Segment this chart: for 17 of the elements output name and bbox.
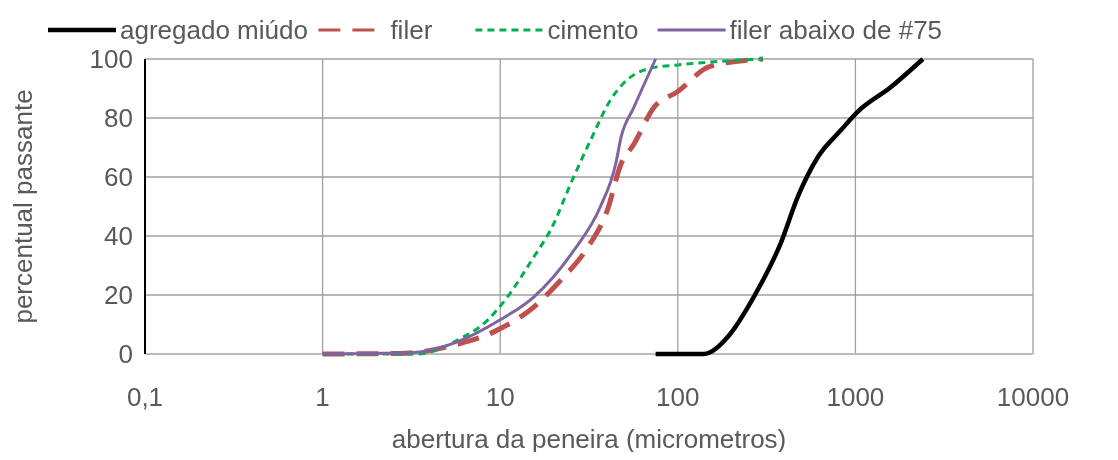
y-tick-label: 100 <box>89 44 133 75</box>
y-tick-label: 60 <box>104 162 133 193</box>
x-tick-label: 100 <box>656 382 700 412</box>
x-tick-label: 0,1 <box>126 382 164 412</box>
y-tick-label: 0 <box>118 339 133 370</box>
legend-label: agregado miúdo <box>120 15 308 45</box>
x-tick-label: 10 <box>485 382 515 412</box>
x-tick-label: 1000 <box>826 382 885 412</box>
legend-label: cimento <box>547 15 639 45</box>
y-tick-label: 40 <box>104 221 133 252</box>
legend-label: filer <box>390 15 433 45</box>
y-tick-label: 20 <box>104 280 133 311</box>
y-axis-title: percentual passante <box>8 89 38 324</box>
x-tick-label: 10000 <box>996 382 1070 412</box>
y-tick-label: 80 <box>104 103 133 134</box>
legend-label: filer abaixo de #75 <box>729 15 943 45</box>
x-tick-label: 1 <box>315 382 330 412</box>
